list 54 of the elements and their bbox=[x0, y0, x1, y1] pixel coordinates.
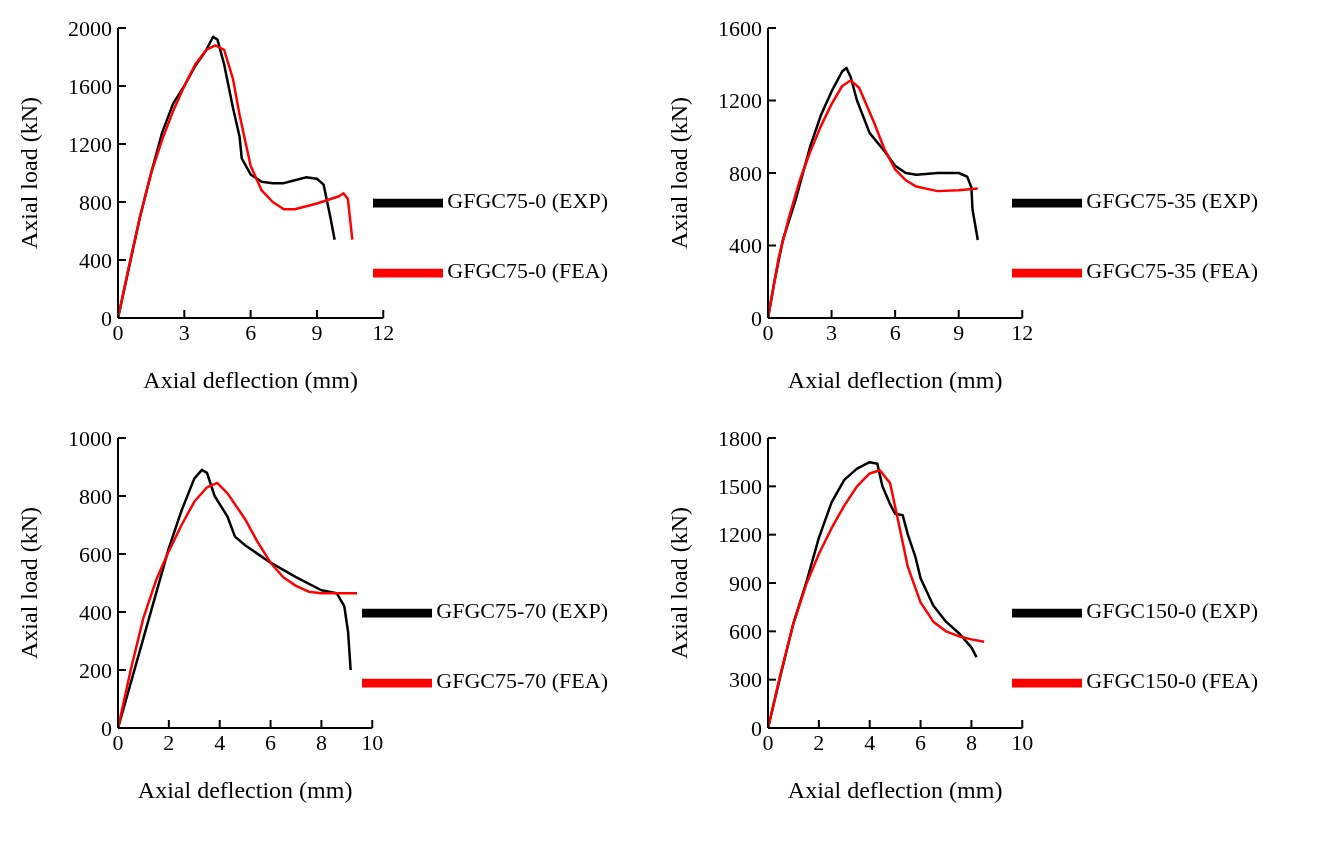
x-axis-title: Axial deflection (mm) bbox=[787, 367, 1003, 393]
x-tick-label: 8 bbox=[315, 729, 327, 755]
y-tick-label: 600 bbox=[79, 541, 112, 567]
y-axis-title: Axial load (kN) bbox=[15, 507, 42, 659]
y-tick-label: 1000 bbox=[68, 425, 112, 451]
y-tick-label: 300 bbox=[729, 667, 762, 693]
x-tick-label: 12 bbox=[372, 319, 395, 345]
y-tick-label: 1200 bbox=[718, 522, 762, 548]
y-tick-label: 200 bbox=[79, 657, 112, 683]
y-tick-label: 800 bbox=[79, 189, 112, 215]
x-tick-label: 8 bbox=[965, 729, 977, 755]
x-axis-title: Axial deflection (mm) bbox=[787, 777, 1003, 803]
y-tick-label: 600 bbox=[729, 619, 762, 645]
y-tick-label: 800 bbox=[79, 483, 112, 509]
legend-label: GFGC75-0 (FEA) bbox=[447, 258, 608, 284]
y-tick-label: 400 bbox=[79, 247, 112, 273]
legend-label: GFGC75-35 (FEA) bbox=[1086, 258, 1258, 284]
x-tick-label: 12 bbox=[1011, 319, 1034, 345]
legend-label: GFGC150-0 (FEA) bbox=[1086, 668, 1258, 694]
y-tick-label: 1600 bbox=[718, 15, 762, 41]
legend-label: GFGC150-0 (EXP) bbox=[1086, 598, 1258, 624]
y-tick-label: 1200 bbox=[68, 131, 112, 157]
legend-label: GFGC75-70 (EXP) bbox=[436, 598, 608, 624]
x-tick-label: 10 bbox=[1011, 729, 1034, 755]
y-tick-label: 900 bbox=[729, 570, 762, 596]
x-tick-label: 4 bbox=[214, 729, 226, 755]
x-tick-label: 4 bbox=[864, 729, 876, 755]
y-tick-label: 1500 bbox=[718, 474, 762, 500]
y-axis-title: Axial load (kN) bbox=[665, 97, 692, 249]
x-tick-label: 3 bbox=[826, 319, 838, 345]
x-tick-label: 2 bbox=[163, 729, 175, 755]
x-tick-label: 6 bbox=[245, 319, 257, 345]
y-axis-title: Axial load (kN) bbox=[665, 507, 692, 659]
x-axis-title: Axial deflection (mm) bbox=[143, 367, 358, 393]
y-tick-label: 400 bbox=[79, 599, 112, 625]
x-axis-title: Axial deflection (mm) bbox=[137, 777, 353, 803]
x-tick-label: 10 bbox=[361, 729, 384, 755]
y-tick-label: 1600 bbox=[68, 73, 112, 99]
y-tick-label: 2000 bbox=[68, 15, 112, 41]
x-tick-label: 9 bbox=[311, 319, 323, 345]
legend-label: GFGC75-0 (EXP) bbox=[447, 188, 608, 214]
x-tick-label: 6 bbox=[265, 729, 277, 755]
x-tick-label: 9 bbox=[953, 319, 965, 345]
x-tick-label: 3 bbox=[178, 319, 190, 345]
x-tick-label: 6 bbox=[915, 729, 927, 755]
y-tick-label: 800 bbox=[729, 160, 762, 186]
x-tick-label: 2 bbox=[813, 729, 825, 755]
legend-label: GFGC75-35 (EXP) bbox=[1086, 188, 1258, 214]
x-tick-label: 6 bbox=[889, 319, 901, 345]
y-tick-label: 1800 bbox=[718, 425, 762, 451]
y-tick-label: 1200 bbox=[718, 88, 762, 114]
y-axis-title: Axial load (kN) bbox=[15, 97, 42, 249]
legend-label: GFGC75-70 (FEA) bbox=[436, 668, 608, 694]
y-tick-label: 400 bbox=[729, 233, 762, 259]
